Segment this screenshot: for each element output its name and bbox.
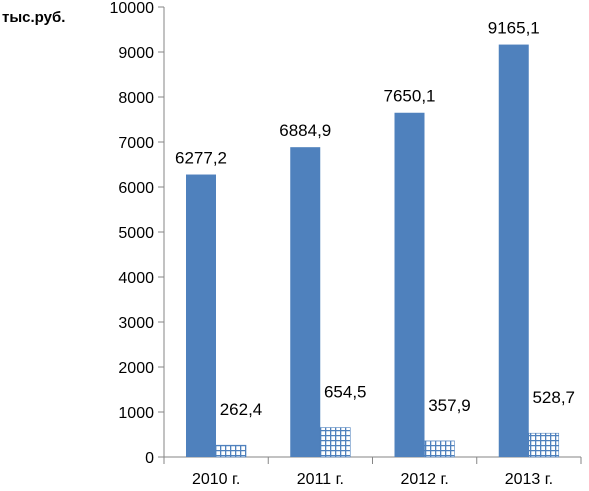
data-labels: 6277,2 262,4 6884,9 654,5 7650,1 357,9 9165,1 5… [175,19,575,420]
data-label-series-2: 528,7 [532,388,575,407]
data-label-series-2: 357,9 [428,396,471,415]
y-tick-label: 10000 [110,0,155,17]
y-axis: 0 1000 2000 3000 4000 5000 6000 7000 8000 9000 100… [110,0,165,467]
data-label-series-1: 6277,2 [175,149,227,168]
x-category-label: 2012 г. [400,471,448,488]
y-tick-label: 0 [145,450,154,467]
bars [186,44,560,458]
bar-series-1 [394,112,425,458]
y-tick-label: 4000 [118,270,154,287]
y-tick-label: 1000 [118,405,154,422]
data-label-series-1: 7650,1 [384,87,436,106]
y-tick-label: 5000 [118,225,154,242]
bar-series-2 [424,440,455,458]
x-category-label: 2011 г. [297,471,344,488]
bar-series-1 [186,174,216,457]
bar-series-2 [319,427,351,458]
y-tick-label: 9000 [118,45,154,62]
y-tick-label: 7000 [118,135,154,152]
bar-series-2 [215,444,247,458]
y-tick-label: 8000 [118,90,154,107]
bar-series-1 [290,147,321,457]
data-label-series-2: 654,5 [324,383,367,402]
y-tick-label: 3000 [118,315,154,332]
x-category-label: 2010 г. [192,471,240,488]
x-category-label: 2013 г. [505,471,553,488]
data-label-series-1: 6884,9 [279,121,331,140]
bar-series-1 [498,44,529,458]
y-tick-label: 6000 [118,180,154,197]
y-tick-label: 2000 [118,360,154,377]
data-label-series-2: 262,4 [220,400,263,419]
bar-series-2 [528,432,560,458]
x-axis: 2010 г. 2011 г. 2012 г. 2013 г. [163,456,582,488]
y-unit-label: тыс.руб. [2,9,65,26]
data-label-series-1: 9165,1 [488,19,540,38]
